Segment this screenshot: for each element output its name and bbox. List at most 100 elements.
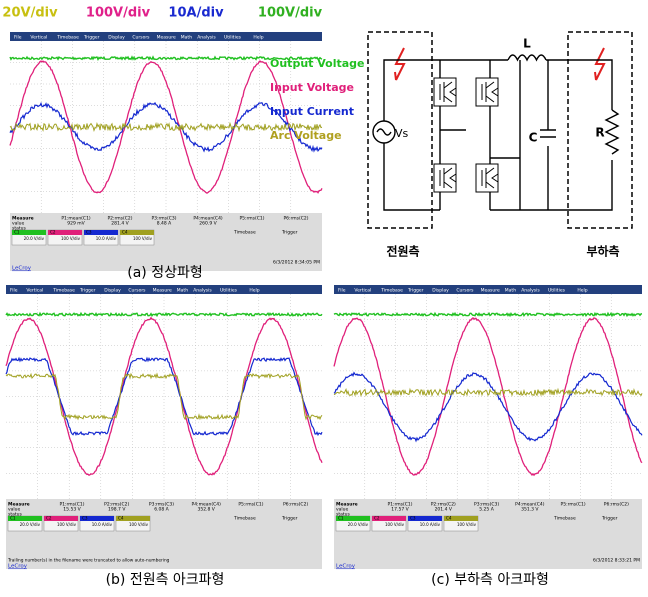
measure-param: P6:rms(C2)	[283, 216, 308, 222]
caption: (c) 부하측 아크파형	[431, 572, 549, 588]
source-wave	[377, 129, 391, 135]
menu-item: File	[338, 288, 346, 294]
circuit-diagram: Vs L C R 전원측 부하측	[368, 32, 632, 259]
measure-param: P5:rms(C1)	[561, 502, 586, 508]
channel-name: C2	[50, 230, 56, 235]
channel-name: C4	[446, 516, 452, 521]
menu-item: File	[10, 288, 18, 294]
wave-label: Input Current	[270, 105, 354, 118]
menu-item: Help	[253, 35, 263, 41]
resistor	[606, 110, 618, 154]
menu-item: Analysis	[521, 288, 540, 294]
brand: LeCroy	[8, 564, 28, 570]
measure-value: 929 mV	[67, 221, 85, 227]
channel-scale: 20.0 V/div	[20, 522, 41, 527]
channel-name: C1	[338, 516, 344, 521]
wave-label: Arc Voltage	[270, 129, 342, 142]
trigger-label: Trigger	[601, 516, 618, 522]
lightning-icon	[595, 48, 604, 80]
measure-value: 8.48 A	[157, 221, 172, 227]
channel-scale: 100 V/div	[133, 236, 153, 241]
menu-item: Vertical	[26, 288, 43, 294]
menu-item: Timebase	[52, 288, 75, 294]
menu-item: Utilities	[548, 288, 566, 294]
switch	[476, 164, 498, 192]
menu-item: Timebase	[56, 35, 79, 41]
channel-scale: 20.0 V/div	[24, 236, 45, 241]
channel-scale: 100 V/div	[129, 522, 149, 527]
channel-scale: 10.0 A/div	[92, 522, 113, 527]
brand: LeCroy	[12, 266, 32, 272]
switch	[434, 78, 456, 106]
menu-item: Utilities	[220, 288, 238, 294]
measure-value: 17.57 V	[391, 507, 409, 513]
menu-item: Help	[577, 288, 587, 294]
brand: LeCroy	[336, 564, 356, 570]
capacitor	[540, 130, 556, 137]
lightning-icon	[395, 48, 404, 80]
menu-item: Measure	[157, 35, 176, 41]
menu-item: Analysis	[197, 35, 216, 41]
measure-param: P6:rms(C2)	[283, 502, 308, 508]
timebase-label: Timebase	[233, 516, 256, 522]
channel-name: C4	[118, 516, 124, 521]
menu-item: Display	[104, 288, 121, 294]
caption: (a) 정상파형	[127, 265, 202, 281]
channel-name: C2	[46, 516, 52, 521]
timestamp: 6/3/2012 8:34:05 PM	[273, 260, 320, 266]
channel-name: C1	[10, 516, 16, 521]
measure-value: 260.9 V	[199, 221, 217, 227]
caption: (b) 전원측 아크파형	[106, 572, 225, 588]
menu-item: Math	[505, 288, 516, 294]
menu-item: Trigger	[83, 35, 100, 41]
measure-value: 198.7 V	[108, 507, 126, 513]
channel-scale: 100 V/div	[457, 522, 477, 527]
measure-param: P5:rms(C1)	[238, 502, 263, 508]
figure: Vs L C R 전원측 부하측 20V/div 100V/div 10A/div 1…	[0, 0, 648, 593]
wire	[440, 60, 612, 210]
measure-value: 5.25 A	[479, 507, 494, 513]
menu-item: Math	[181, 35, 192, 41]
capacitor-label: C	[529, 131, 538, 145]
channel-scale: 10.0 A/div	[420, 522, 441, 527]
menu-item: Display	[108, 35, 125, 41]
menu-item: Cursors	[128, 288, 146, 294]
menu-item: Display	[432, 288, 449, 294]
inductor	[508, 55, 546, 60]
menu-item: Trigger	[407, 288, 424, 294]
measure-value: 352.8 V	[197, 507, 215, 513]
channel-name: C1	[14, 230, 20, 235]
channel-scale: 10.0 A/div	[96, 236, 117, 241]
timebase-label: Timebase	[553, 516, 576, 522]
load-side-label: 부하측	[586, 244, 619, 259]
channel-scale: 100 V/div	[57, 522, 77, 527]
scale-legend: 20V/div	[2, 6, 58, 21]
measure-value: 351.3 V	[521, 507, 539, 513]
inductor-label: L	[523, 37, 531, 51]
channel-scale: 20.0 V/div	[348, 522, 369, 527]
channel-name: C3	[86, 230, 92, 235]
note: Trailing number(s) in the filename were …	[7, 558, 170, 564]
scale-legend: 100V/div	[86, 6, 151, 21]
wave-label: Output Voltage	[270, 57, 365, 70]
trigger-label: Trigger	[281, 516, 298, 522]
measure-param: P5:rms(C1)	[239, 216, 264, 222]
menu-item: Help	[249, 288, 259, 294]
measure-param: P6:rms(C2)	[604, 502, 629, 508]
resistor-label: R	[595, 126, 604, 140]
channel-name: C3	[410, 516, 416, 521]
menu-item: Timebase	[380, 288, 403, 294]
source-label: Vs	[395, 127, 409, 140]
menu-item: Analysis	[193, 288, 212, 294]
scale-legend: 100V/div	[258, 6, 323, 21]
menu-item: Utilities	[224, 35, 242, 41]
channel-scale: 100 V/div	[61, 236, 81, 241]
switch	[434, 164, 456, 192]
menu-item: Measure	[481, 288, 500, 294]
measure-value: 6.08 A	[154, 507, 169, 513]
scale-legend: 10A/div	[168, 6, 224, 21]
menu-item: Cursors	[132, 35, 150, 41]
menu-item: File	[14, 35, 22, 41]
menu-item: Vertical	[354, 288, 371, 294]
measure-value: 281.4 V	[111, 221, 129, 227]
